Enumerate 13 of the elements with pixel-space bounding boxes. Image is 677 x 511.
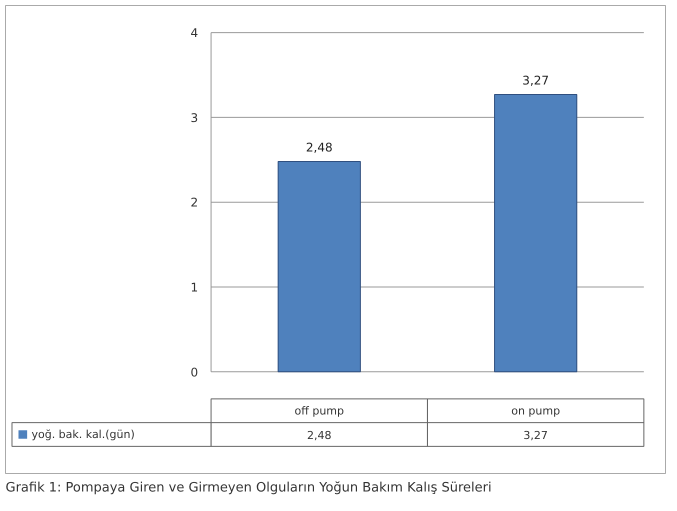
- y-tick-label: 4: [190, 26, 198, 40]
- y-tick-label: 2: [190, 196, 198, 210]
- legend-label: yoğ. bak. kal.(gün): [31, 428, 135, 441]
- text: 3,27: [523, 429, 548, 442]
- x-tick-label: off pump: [294, 404, 344, 418]
- text: 2,48: [306, 140, 333, 154]
- y-tick-label: 1: [190, 280, 198, 294]
- text: 2,48: [307, 429, 332, 442]
- text: 3,27: [522, 73, 550, 88]
- x-tick-label: on pump: [511, 404, 560, 418]
- text: Grafik 1: Pompaya Giren ve Girmeyen Olguların Yoğun Bakım Kalış Süreleri: [6, 480, 492, 496]
- y-tick-label: 0: [190, 365, 198, 380]
- y-tick-label: 3: [190, 110, 198, 125]
